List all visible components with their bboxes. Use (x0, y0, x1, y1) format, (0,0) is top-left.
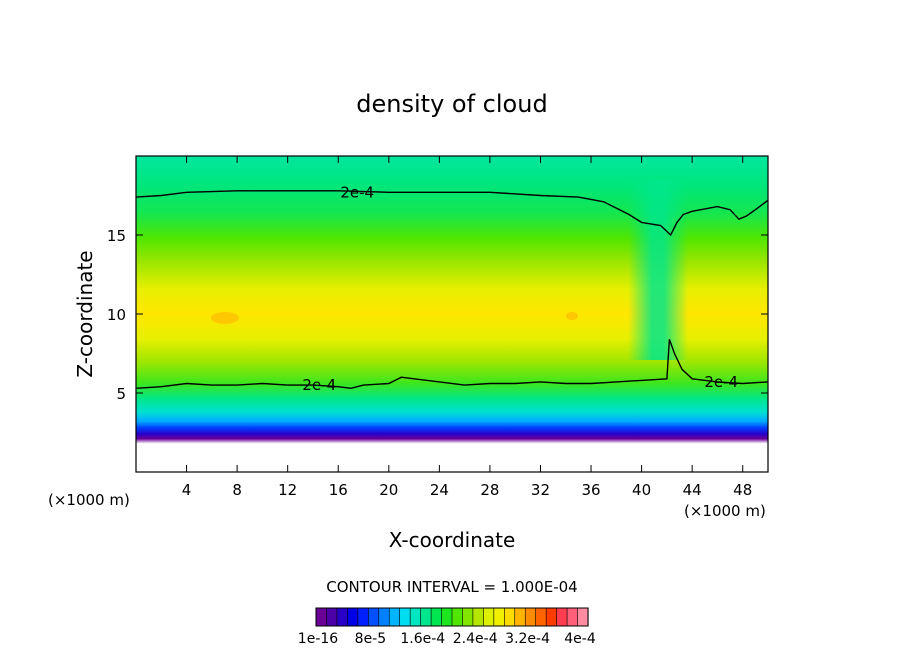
contour-label: 2e-4 (302, 376, 336, 394)
colorbar-tick-label: 3.2e-4 (505, 631, 550, 647)
contour-line (136, 339, 768, 390)
x-axis-label: X-coordinate (389, 528, 516, 552)
x-tick-label: 16 (329, 481, 348, 499)
colorbar-swatch (566, 607, 579, 627)
colorbar-swatch (524, 607, 537, 627)
colorbar-tick-label: 1.6e-4 (400, 631, 445, 647)
colorbar-tick-label: 2.4e-4 (453, 631, 498, 647)
colorbar-swatch (441, 607, 453, 627)
x-tick-label: 4 (182, 481, 192, 499)
contour-line (136, 190, 768, 237)
y-tick-label: 5 (116, 385, 126, 403)
x-tick-label: 48 (733, 481, 752, 499)
colorbar-swatch (378, 607, 390, 627)
x-tick-label: 36 (581, 481, 600, 499)
x-tick-label: 12 (278, 481, 297, 499)
y-axis-label: Z-coordinate (73, 250, 97, 377)
x-tick-label: 8 (232, 481, 242, 499)
contour-label: 2e-4 (704, 373, 738, 391)
colorbar-tick-label: 1e-16 (298, 631, 338, 647)
colorbar-swatch (336, 607, 348, 627)
colorbar-swatch (462, 607, 474, 627)
colorbar (315, 607, 589, 627)
y-tick-label: 10 (107, 306, 126, 324)
colorbar-swatch (388, 607, 401, 627)
colorbar-swatch (409, 607, 422, 627)
colorbar-swatch (326, 607, 338, 627)
colorbar-swatch (493, 607, 505, 627)
colorbar-swatch (399, 607, 411, 627)
x-tick-label: 44 (683, 481, 702, 499)
contour-interval-text: CONTOUR INTERVAL = 1.000E-04 (326, 578, 577, 596)
contour-label: 2e-4 (340, 183, 374, 201)
colorbar-swatch (357, 607, 369, 627)
x-tick-label: 32 (531, 481, 550, 499)
colorbar-tick-label: 8e-5 (355, 631, 386, 647)
colorbar-frame (315, 607, 589, 627)
y-tick-label: 15 (107, 227, 126, 245)
x-axis-ticks: 4 8 12 16 20 24 28 32 36 40 44 48 (182, 156, 752, 499)
colorbar-swatch (504, 607, 516, 627)
colorbar-swatch (577, 607, 589, 627)
colorbar-tick-label: 4e-4 (564, 631, 596, 647)
colorbar-swatch (472, 607, 484, 627)
x-tick-label: 24 (430, 481, 449, 499)
x-tick-label: 28 (480, 481, 499, 499)
chart-title: density of cloud (356, 90, 547, 118)
colorbar-labels: 1e-16 8e-5 1.6e-4 2.4e-4 3.2e-4 4e-4 (298, 631, 596, 647)
colorbar-swatch (514, 607, 526, 627)
x-unit-label-left: (×1000 m) (48, 491, 130, 509)
density-gap-region (628, 180, 688, 360)
density-core-right (566, 312, 578, 320)
y-axis-ticks: 5 10 15 (107, 227, 768, 403)
density-core-left (211, 312, 239, 324)
colorbar-swatch (347, 607, 359, 627)
colorbar-swatch (315, 607, 328, 627)
plot-area (136, 156, 768, 472)
colorbar-swatch (368, 607, 380, 627)
x-tick-label: 40 (632, 481, 651, 499)
colorbar-swatch (545, 607, 558, 627)
contour-lines (136, 190, 768, 390)
colorbar-swatch (483, 607, 495, 627)
colorbar-swatch (420, 607, 432, 627)
colorbar-swatch (451, 607, 464, 627)
x-tick-label: 20 (379, 481, 398, 499)
x-unit-label-right: (×1000 m) (684, 502, 766, 520)
colorbar-swatch (430, 607, 443, 627)
contour-label-group: 2e-4 2e-4 2e-4 (302, 183, 738, 394)
colorbar-swatch (556, 607, 568, 627)
colorbar-swatch (535, 607, 547, 627)
